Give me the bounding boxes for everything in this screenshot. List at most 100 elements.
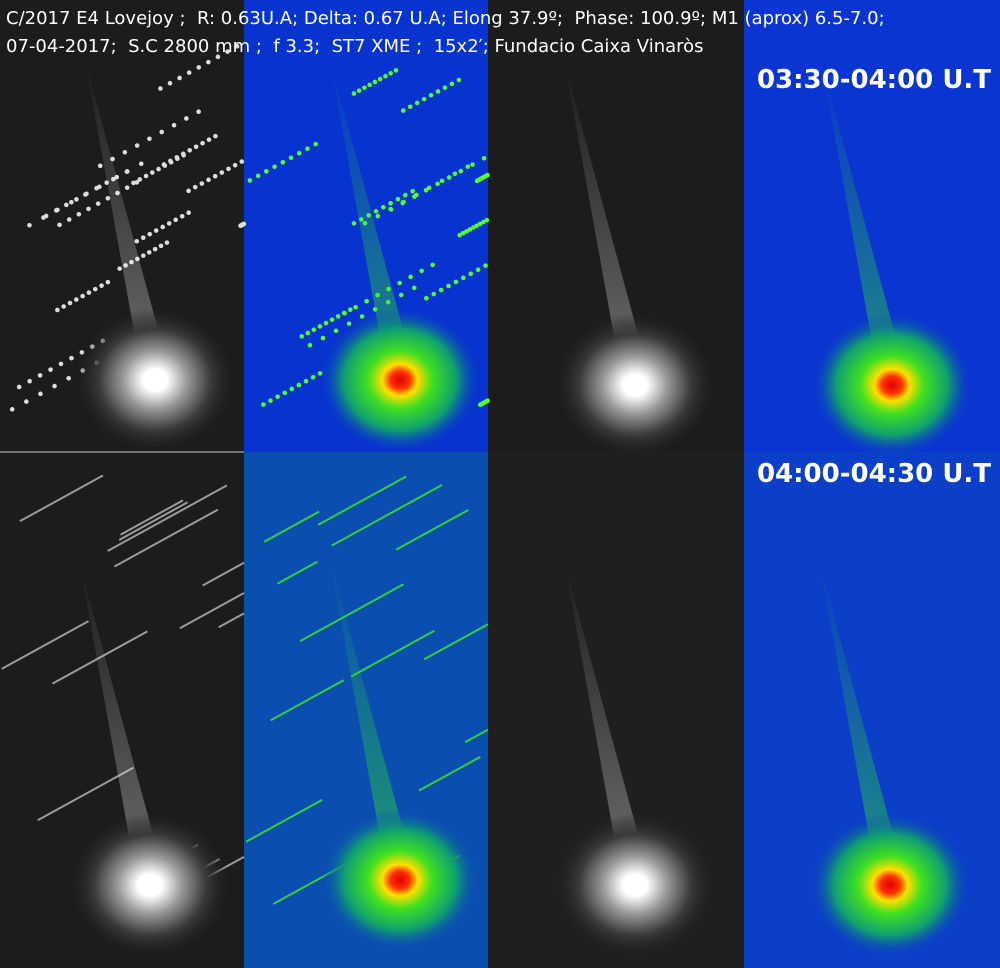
comet-tail (565, 565, 649, 875)
star-dot (187, 148, 192, 153)
star-streak (120, 499, 184, 536)
star-streak (423, 623, 489, 661)
star-dot (175, 156, 180, 162)
star-streak (19, 474, 104, 523)
comet-coma (812, 313, 972, 457)
star-dot (446, 175, 452, 180)
comet-coma (555, 813, 715, 957)
star-dot (92, 286, 98, 292)
star-dot (367, 82, 372, 88)
star-dot (27, 222, 32, 228)
star-dot (179, 213, 185, 219)
time-label: 04:00-04:30 U.T (757, 459, 991, 489)
star-dot (372, 79, 378, 85)
star-dot (351, 221, 357, 226)
star-dot (200, 140, 205, 146)
star-streak (276, 560, 318, 585)
star-dot (421, 96, 427, 102)
star-dot (414, 192, 419, 198)
star-dot (320, 335, 326, 341)
star-dot (474, 223, 479, 229)
star-dot (464, 229, 469, 234)
star-dot (477, 221, 483, 227)
star-dot (84, 191, 89, 197)
comet-coma (320, 808, 480, 952)
header-line: 07-04-2017; S.C 2800 mm ; f 3.3; ST7 XME… (6, 36, 704, 57)
star-dot (193, 144, 199, 150)
star-dot (423, 187, 429, 193)
star-dot (153, 228, 159, 233)
star-dot (268, 398, 273, 403)
star-dot (37, 373, 43, 378)
star-dot (414, 100, 420, 106)
star-dot (167, 80, 173, 86)
star-dot (212, 173, 218, 179)
star-dot (460, 230, 466, 236)
star-streak (464, 728, 489, 744)
star-dot (264, 169, 269, 174)
star-dot (158, 243, 164, 249)
star-dot (226, 166, 231, 172)
star-dot (435, 89, 441, 94)
star-dot (173, 217, 178, 223)
star-dot (323, 320, 329, 326)
star-dot (288, 155, 294, 161)
star-streak (118, 501, 189, 541)
comet-coma (810, 813, 970, 957)
star-dot (483, 263, 488, 268)
star-dot (219, 170, 225, 175)
star-dot (206, 137, 212, 142)
star-dot (196, 109, 201, 114)
star-dot (140, 253, 146, 258)
star-dot (177, 75, 182, 81)
star-dot (57, 222, 62, 228)
star-dot (481, 155, 487, 161)
star-dot (452, 171, 458, 177)
star-dot (375, 213, 381, 219)
star-dot (419, 268, 424, 274)
star-dot (411, 285, 417, 291)
star-dot (124, 169, 130, 174)
star-dot (347, 307, 353, 313)
star-dot (184, 116, 189, 121)
star-dot (186, 210, 191, 215)
star-dot (27, 378, 32, 384)
star-dot (351, 91, 357, 96)
star-dot (69, 199, 74, 205)
star-dot (426, 185, 432, 191)
star-dot (95, 201, 101, 206)
star-dot (305, 330, 311, 336)
star-streak (331, 483, 443, 547)
star-dot (48, 367, 53, 372)
star-dot (307, 342, 313, 348)
star-streak (270, 679, 345, 722)
star-dot (467, 227, 473, 232)
star-dot (66, 376, 71, 381)
star-dot (199, 181, 205, 186)
star-dot (150, 170, 155, 175)
star-streak (202, 561, 245, 587)
star-dot (439, 178, 445, 184)
star-dot (52, 383, 57, 389)
star-dot (164, 240, 170, 245)
star-dot (356, 88, 362, 93)
star-dot (458, 168, 464, 174)
star-dot (234, 44, 240, 49)
comet-coma (75, 308, 235, 452)
star-dot (282, 390, 288, 396)
star-dot (373, 209, 379, 214)
star-dot (143, 173, 149, 179)
star-dot (485, 398, 490, 404)
star-dot (333, 328, 339, 334)
star-dot (24, 399, 29, 404)
star-dot (398, 292, 404, 298)
star-dot (465, 164, 471, 170)
star-dot (66, 217, 72, 222)
star-dot (43, 213, 49, 219)
star-dot (407, 104, 413, 110)
star-dot (364, 298, 369, 304)
comet-tail (565, 65, 649, 375)
star-dot (241, 221, 247, 227)
star-dot (470, 225, 476, 230)
